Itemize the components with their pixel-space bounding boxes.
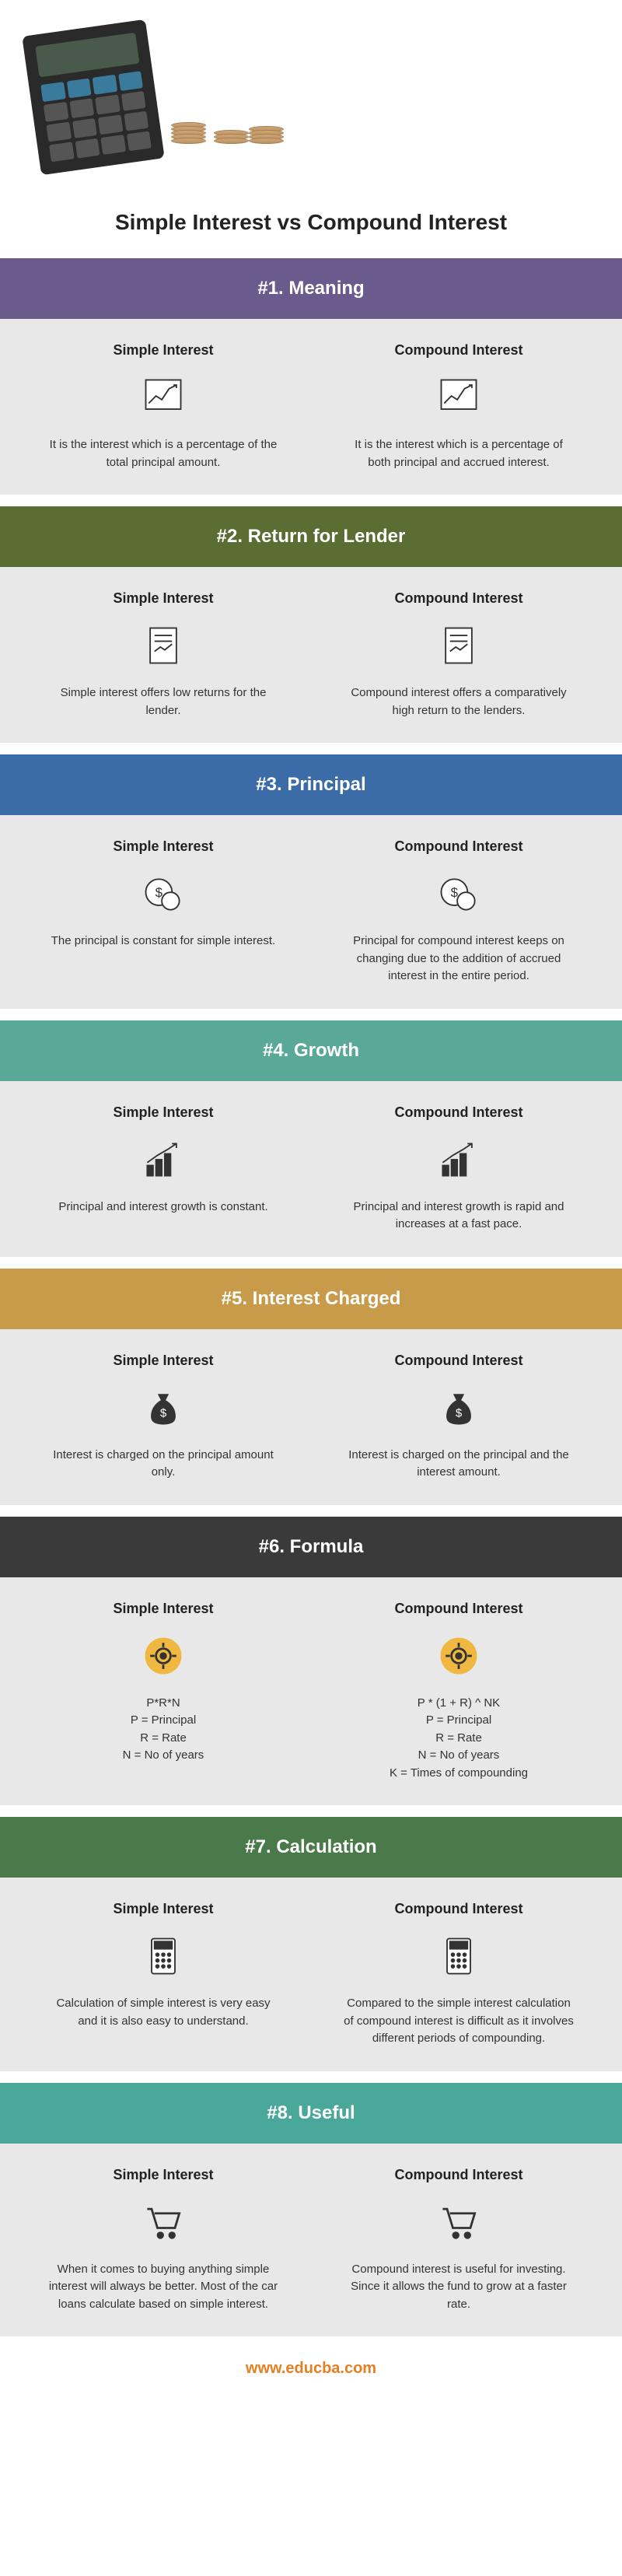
simple-column: Simple Interest It is the interest which… (47, 342, 280, 471)
compound-col-title: Compound Interest (342, 342, 575, 359)
simple-column: Simple Interest When it comes to buying … (47, 2167, 280, 2314)
section-header-2: #2. Return for Lender (0, 506, 622, 567)
simple-col-title: Simple Interest (47, 590, 280, 607)
section-header-7: #7. Calculation (0, 1817, 622, 1878)
simple-text: The principal is constant for simple int… (47, 933, 280, 950)
section-header-6: #6. Formula (0, 1517, 622, 1577)
section-body-7: Simple Interest Calculation of simple in… (0, 1878, 622, 2071)
simple-column: Simple Interest $ The principal is const… (47, 838, 280, 985)
simple-col-title: Simple Interest (47, 2167, 280, 2183)
compound-col-title: Compound Interest (342, 1104, 575, 1121)
section-body-4: Simple Interest Principal and interest g… (0, 1081, 622, 1257)
chart-line-icon (342, 370, 575, 425)
simple-column: Simple Interest Principal and interest g… (47, 1104, 280, 1234)
section-body-6: Simple Interest P*R*NP = PrincipalR = Ra… (0, 1577, 622, 1806)
simple-column: Simple Interest $ Interest is charged on… (47, 1353, 280, 1482)
gear-badge-icon (342, 1629, 575, 1683)
compound-col-title: Compound Interest (342, 1353, 575, 1369)
chart-line-icon (47, 370, 280, 425)
section-header-5: #5. Interest Charged (0, 1269, 622, 1329)
simple-col-title: Simple Interest (47, 838, 280, 855)
simple-text: Interest is charged on the principal amo… (47, 1447, 280, 1482)
simple-text: Simple interest offers low returns for t… (47, 684, 280, 719)
compound-column: Compound Interest Principal and interest… (342, 1104, 575, 1234)
compound-text: P * (1 + R) ^ NKP = PrincipalR = RateN =… (342, 1695, 575, 1783)
compound-col-title: Compound Interest (342, 838, 575, 855)
coin-dollar-icon: $ (342, 866, 575, 921)
section-header-1: #1. Meaning (0, 258, 622, 319)
svg-text:$: $ (456, 1406, 463, 1419)
compound-text: Principal for compound interest keeps on… (342, 933, 575, 985)
section-body-8: Simple Interest When it comes to buying … (0, 2144, 622, 2337)
compound-col-title: Compound Interest (342, 1601, 575, 1617)
compound-column: Compound Interest Compound interest is u… (342, 2167, 575, 2314)
section-header-8: #8. Useful (0, 2083, 622, 2144)
compound-column: Compound Interest Compared to the simple… (342, 1901, 575, 2048)
simple-col-title: Simple Interest (47, 342, 280, 359)
section-body-1: Simple Interest It is the interest which… (0, 319, 622, 495)
section-body-5: Simple Interest $ Interest is charged on… (0, 1329, 622, 1505)
simple-text: When it comes to buying anything simple … (47, 2261, 280, 2314)
section-header-3: #3. Principal (0, 754, 622, 815)
growth-bars-icon (342, 1132, 575, 1187)
document-icon (342, 618, 575, 673)
coin-dollar-icon: $ (47, 866, 280, 921)
calculator-icon (47, 1929, 280, 1983)
compound-text: Compound interest is useful for investin… (342, 2261, 575, 2314)
compound-col-title: Compound Interest (342, 590, 575, 607)
svg-text:$: $ (160, 1406, 167, 1419)
compound-column: Compound Interest $ Principal for compou… (342, 838, 575, 985)
coins-illustration (171, 51, 288, 144)
money-bag-icon: $ (47, 1381, 280, 1435)
gear-badge-icon (47, 1629, 280, 1683)
cart-icon (342, 2195, 575, 2249)
compound-text: Compound interest offers a comparatively… (342, 684, 575, 719)
simple-column: Simple Interest P*R*NP = PrincipalR = Ra… (47, 1601, 280, 1783)
compound-column: Compound Interest P * (1 + R) ^ NKP = Pr… (342, 1601, 575, 1783)
header-image (0, 0, 622, 194)
compound-text: Principal and interest growth is rapid a… (342, 1199, 575, 1234)
calculator-icon (342, 1929, 575, 1983)
compound-text: Compared to the simple interest calculat… (342, 1995, 575, 2048)
document-icon (47, 618, 280, 673)
page-title: Simple Interest vs Compound Interest (0, 194, 622, 258)
simple-col-title: Simple Interest (47, 1601, 280, 1617)
simple-col-title: Simple Interest (47, 1104, 280, 1121)
compound-text: It is the interest which is a percentage… (342, 436, 575, 471)
simple-text: P*R*NP = PrincipalR = RateN = No of year… (47, 1695, 280, 1765)
calculator-illustration (22, 19, 164, 176)
footer-url: www.educba.com (0, 2336, 622, 2401)
simple-text: Calculation of simple interest is very e… (47, 1995, 280, 2030)
simple-text: Principal and interest growth is constan… (47, 1199, 280, 1216)
compound-column: Compound Interest It is the interest whi… (342, 342, 575, 471)
simple-col-title: Simple Interest (47, 1353, 280, 1369)
simple-text: It is the interest which is a percentage… (47, 436, 280, 471)
compound-column: Compound Interest $ Interest is charged … (342, 1353, 575, 1482)
section-header-4: #4. Growth (0, 1020, 622, 1081)
compound-text: Interest is charged on the principal and… (342, 1447, 575, 1482)
growth-bars-icon (47, 1132, 280, 1187)
cart-icon (47, 2195, 280, 2249)
compound-column: Compound Interest Compound interest offe… (342, 590, 575, 719)
simple-column: Simple Interest Calculation of simple in… (47, 1901, 280, 2048)
section-body-3: Simple Interest $ The principal is const… (0, 815, 622, 1009)
money-bag-icon: $ (342, 1381, 575, 1435)
simple-col-title: Simple Interest (47, 1901, 280, 1917)
section-body-2: Simple Interest Simple interest offers l… (0, 567, 622, 743)
compound-col-title: Compound Interest (342, 2167, 575, 2183)
simple-column: Simple Interest Simple interest offers l… (47, 590, 280, 719)
compound-col-title: Compound Interest (342, 1901, 575, 1917)
